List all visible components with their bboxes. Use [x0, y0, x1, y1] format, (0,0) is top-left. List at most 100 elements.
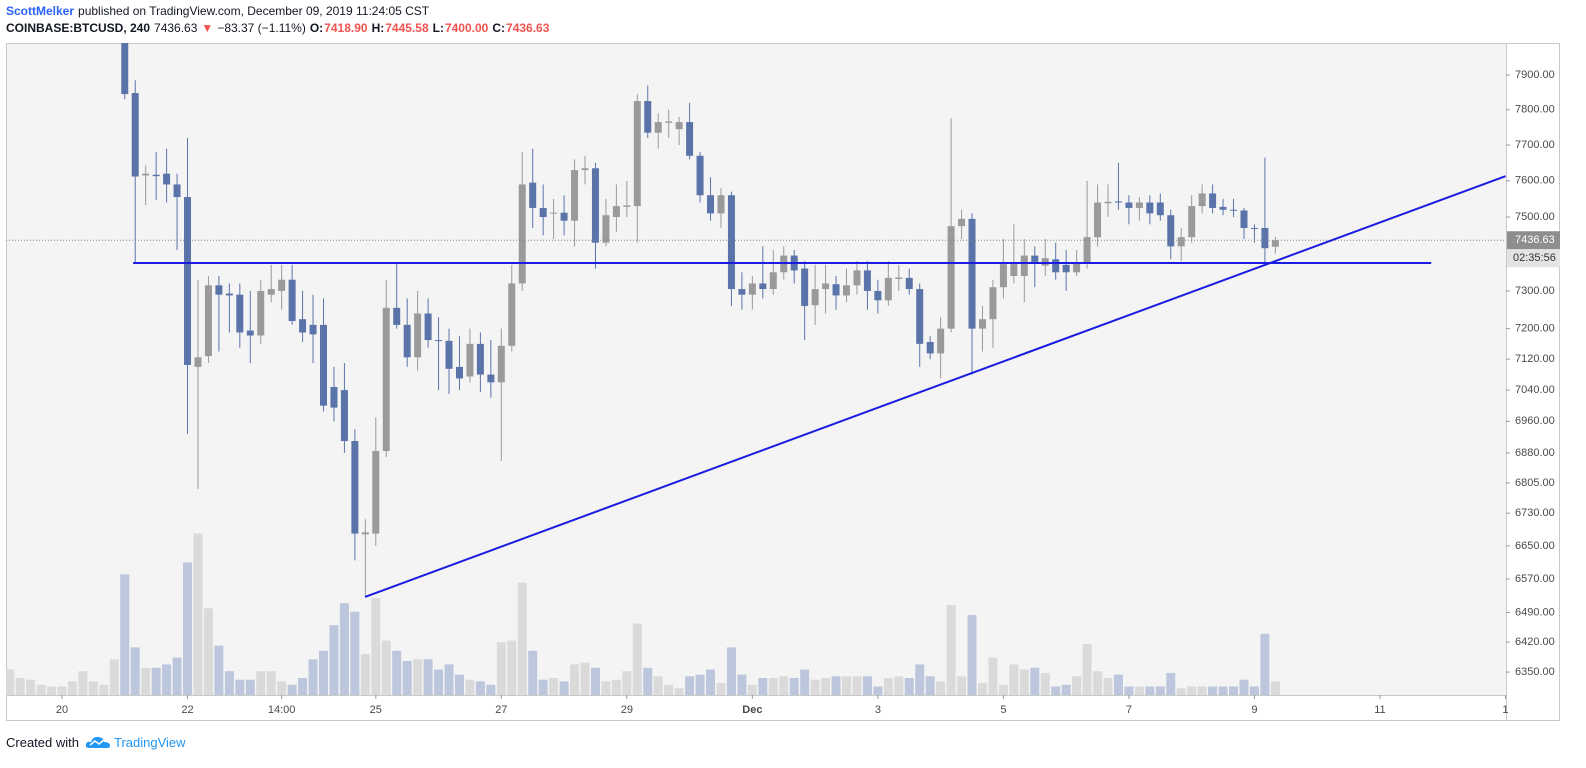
volume-bar: [632, 623, 642, 695]
candle-body: [707, 195, 715, 214]
volume-bar: [224, 671, 234, 695]
x-tick-label: 14:00: [268, 704, 296, 716]
candle-body: [288, 279, 296, 322]
volume-bar: [6, 669, 15, 695]
volume-bar: [1051, 686, 1061, 695]
candle-body: [435, 340, 443, 342]
volume-bar: [664, 684, 674, 695]
candle-body: [1010, 264, 1018, 276]
candle-body: [309, 324, 317, 335]
volume-bar: [1249, 686, 1259, 695]
volume-bar: [998, 684, 1008, 695]
volume-bar: [967, 615, 977, 695]
volume-bar: [308, 659, 318, 695]
candle-body: [1156, 202, 1164, 216]
volume-bar: [977, 683, 987, 695]
created-text: Created with: [6, 734, 79, 750]
volume-bar: [1166, 672, 1176, 695]
candle-body: [131, 93, 139, 177]
y-tick-label: 7900.00: [1515, 69, 1555, 81]
volume-bar: [162, 664, 172, 695]
brand[interactable]: TradingView: [113, 734, 186, 750]
candle-body: [1041, 258, 1049, 266]
candle-body: [978, 319, 986, 329]
volume-bar: [1208, 686, 1218, 695]
volume-bar: [570, 664, 580, 695]
volume-bar: [245, 679, 255, 695]
candle-body: [654, 122, 662, 133]
candle-body: [717, 195, 725, 214]
volume-bar: [486, 684, 496, 695]
candle-body: [225, 293, 233, 296]
candle-body: [1114, 201, 1122, 203]
volume-bar: [1134, 686, 1144, 695]
author[interactable]: ScottMelker: [6, 4, 75, 18]
plot-area: [6, 43, 1506, 695]
y-tick-label: 6805.00: [1515, 477, 1555, 489]
volume-bar: [1260, 633, 1270, 695]
volume-bar: [298, 678, 308, 695]
y-tick-label: 6730.00: [1515, 507, 1555, 519]
candle-body: [476, 343, 484, 375]
volume-bar: [99, 684, 109, 695]
volume-bar: [413, 659, 423, 695]
volume-bar: [810, 679, 820, 695]
candle-body: [727, 195, 735, 290]
candle-body: [550, 212, 558, 214]
candle-body: [267, 289, 275, 295]
volume-bar: [444, 664, 454, 695]
volume-bar: [988, 657, 998, 695]
published: published on TradingView.com, December 0…: [78, 4, 430, 18]
y-tick-label: 6880.00: [1515, 447, 1555, 459]
candle-body: [884, 277, 892, 301]
candle-body: [1135, 202, 1143, 208]
x-tick-label: 9: [1251, 704, 1257, 716]
volume-bar: [580, 662, 590, 695]
x-tick-label: 25: [370, 704, 382, 716]
volume-bar: [319, 650, 328, 695]
volume-bar: [423, 659, 433, 695]
candle-body: [414, 313, 422, 358]
volume-bar: [1072, 676, 1082, 695]
volume-bar: [1103, 678, 1113, 695]
volume-bar: [1019, 669, 1029, 695]
volume-bar: [737, 674, 747, 695]
volume-bar: [1176, 688, 1186, 695]
volume-bar: [235, 679, 245, 695]
volume-bar: [1239, 679, 1249, 695]
volume-bar: [130, 647, 140, 695]
volume-bar: [266, 671, 276, 695]
candle-body: [184, 197, 192, 365]
volume-bar: [57, 686, 67, 695]
footer: Created with TradingView: [6, 734, 186, 750]
volume-bar: [674, 688, 684, 695]
volume-bar: [360, 654, 370, 695]
candle-body: [1031, 255, 1039, 262]
y-tick-label: 7120.00: [1515, 353, 1555, 365]
candle-body: [351, 441, 359, 534]
volume-bar: [15, 678, 25, 695]
volume-bar: [88, 681, 98, 695]
candle-body: [863, 270, 871, 291]
candle-body: [926, 341, 934, 354]
candle-body: [529, 182, 537, 208]
candle-body: [843, 285, 850, 296]
volume-bar: [277, 681, 287, 695]
volume-bar: [151, 667, 161, 695]
volume-bar: [925, 676, 935, 695]
volume-bar: [454, 674, 464, 695]
ohlc-label: H:: [371, 21, 385, 35]
ohlc-label: O:: [309, 21, 324, 35]
candle-body: [811, 289, 819, 306]
candle-body: [738, 289, 746, 295]
volume-bar: [590, 667, 600, 695]
candle-body: [330, 386, 338, 408]
candle-body: [204, 285, 212, 357]
x-tick-label: 3: [875, 704, 881, 716]
candle-body: [372, 450, 380, 534]
x-tick-label: 7: [1126, 704, 1132, 716]
volume-bar: [1218, 686, 1228, 695]
price-label-box: [1507, 231, 1560, 250]
volume-bar: [141, 667, 151, 695]
candle-body: [340, 390, 348, 442]
